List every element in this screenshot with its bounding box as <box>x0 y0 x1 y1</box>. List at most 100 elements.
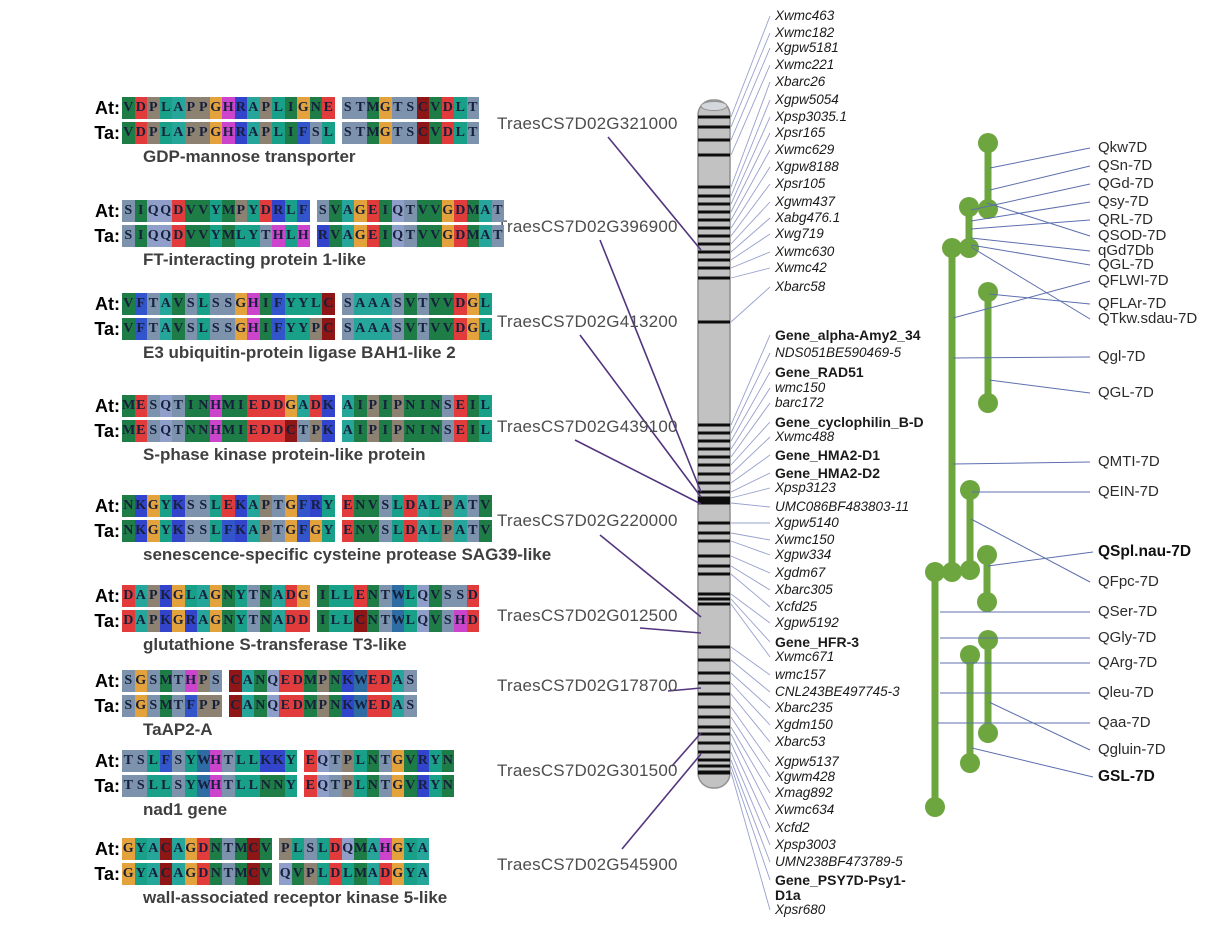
residue-cell: V <box>122 318 135 340</box>
residue-cell: M <box>366 97 380 119</box>
residue-cell: L <box>479 395 492 417</box>
residue-cell: P <box>197 670 210 692</box>
traes-gene-label: TraesCS7D02G413200 <box>497 312 678 331</box>
chromosome-band <box>698 732 730 736</box>
residue-cell: H <box>379 838 392 860</box>
residue-cell: S <box>209 670 222 692</box>
residue-cell: P <box>147 585 160 607</box>
residue-cell: V <box>291 863 304 885</box>
residue-cell: A <box>366 863 379 885</box>
residue-cell: D <box>297 610 310 632</box>
marker-leader-line <box>730 565 771 591</box>
residue-cell: D <box>259 395 272 417</box>
residue-cell: S <box>341 293 354 315</box>
residue-cell: F <box>134 318 147 340</box>
residue-cell: A <box>479 200 492 222</box>
residue-cell: E <box>354 585 367 607</box>
qtl-endpoint-dot <box>960 645 980 665</box>
residue-cell: T <box>222 775 235 797</box>
residue-cell: M <box>366 122 380 144</box>
residue-cell: S <box>184 520 197 542</box>
residue-cell: M <box>304 695 317 717</box>
marker-label: Xcfd25 <box>775 599 818 614</box>
residue-cell: L <box>209 495 222 517</box>
residue-cell: D <box>454 200 467 222</box>
residue-cell: V <box>404 293 417 315</box>
chromosome-band <box>698 770 730 774</box>
alignment-row-label: Ta: <box>94 521 120 541</box>
residue-cell: Y <box>322 520 335 542</box>
residue-cell: V <box>441 293 454 315</box>
alignment-row-label: Ta: <box>94 226 120 246</box>
residue-cell: D <box>379 670 392 692</box>
residue-cell: K <box>159 585 172 607</box>
residue-cell: P <box>259 122 272 144</box>
residue-cell: I <box>354 420 367 442</box>
residue-cell: G <box>391 863 404 885</box>
marker-leader-line <box>730 771 771 911</box>
residue-cell: P <box>209 695 222 717</box>
residue-cell: E <box>222 495 235 517</box>
residue-cell: D <box>466 610 479 632</box>
marker-label: wmc157 <box>775 667 826 682</box>
residue-cell: T <box>466 520 479 542</box>
residue-cell: V <box>366 495 379 517</box>
marker-leader-line <box>730 352 771 434</box>
marker-leader-line <box>730 573 771 608</box>
residue-cell: L <box>272 122 285 144</box>
residue-cell: K <box>322 420 335 442</box>
marker-leader-line <box>730 716 771 778</box>
residue-cell: G <box>441 200 454 222</box>
chromosome-band <box>698 447 730 451</box>
residue-cell: A <box>297 395 310 417</box>
marker-leader-line <box>730 334 771 426</box>
traes-leader-line <box>574 439 702 505</box>
residue-cell: Y <box>247 225 260 247</box>
qtl-label: Qkw7D <box>1098 139 1148 156</box>
marker-label: Xpsr680 <box>775 902 826 917</box>
qtl-endpoint-dot <box>960 560 980 580</box>
residue-cell: N <box>366 610 379 632</box>
residue-cell: Q <box>266 670 279 692</box>
residue-cell: R <box>184 610 197 632</box>
residue-cell: Y <box>284 750 297 772</box>
residue-cell: S <box>184 293 197 315</box>
chromosome-body <box>697 99 731 789</box>
qtl-label: Qaa-7D <box>1098 714 1151 731</box>
residue-cell: L <box>159 122 172 144</box>
qtl-leader-line <box>986 202 1091 237</box>
alignment-gap <box>335 395 342 417</box>
residue-cell: Q <box>159 395 172 417</box>
chromosome-band <box>698 153 730 157</box>
residue-cell: A <box>147 838 160 860</box>
residue-cell: S <box>391 293 404 315</box>
residue-cell: N <box>122 520 135 542</box>
qtl-label: QRL-7D <box>1098 211 1154 228</box>
residue-cell: G <box>184 863 197 885</box>
residue-cell: N <box>209 838 222 860</box>
chromosome-band <box>698 597 730 601</box>
residue-cell: Q <box>159 225 172 247</box>
chromosome-band <box>698 194 730 198</box>
residue-cell: P <box>197 122 210 144</box>
qtl-label: qGd7Db <box>1098 242 1154 259</box>
residue-cell: D <box>172 225 185 247</box>
residue-cell: V <box>416 200 429 222</box>
alignment-row-label: At: <box>95 839 120 859</box>
marker-leader-line <box>730 64 771 156</box>
marker-label: Gene_cyclophilin_B-D <box>775 414 924 430</box>
residue-cell: S <box>209 318 222 340</box>
residue-cell: L <box>197 318 210 340</box>
marker-leader-line <box>730 116 771 205</box>
residue-cell: K <box>234 520 247 542</box>
chromosome-band <box>698 498 730 502</box>
residue-cell: V <box>366 520 379 542</box>
residue-cell: M <box>354 863 367 885</box>
residue-cell: Y <box>209 225 222 247</box>
residue-cell: E <box>279 670 292 692</box>
alignment-row-label: Ta: <box>94 864 120 884</box>
